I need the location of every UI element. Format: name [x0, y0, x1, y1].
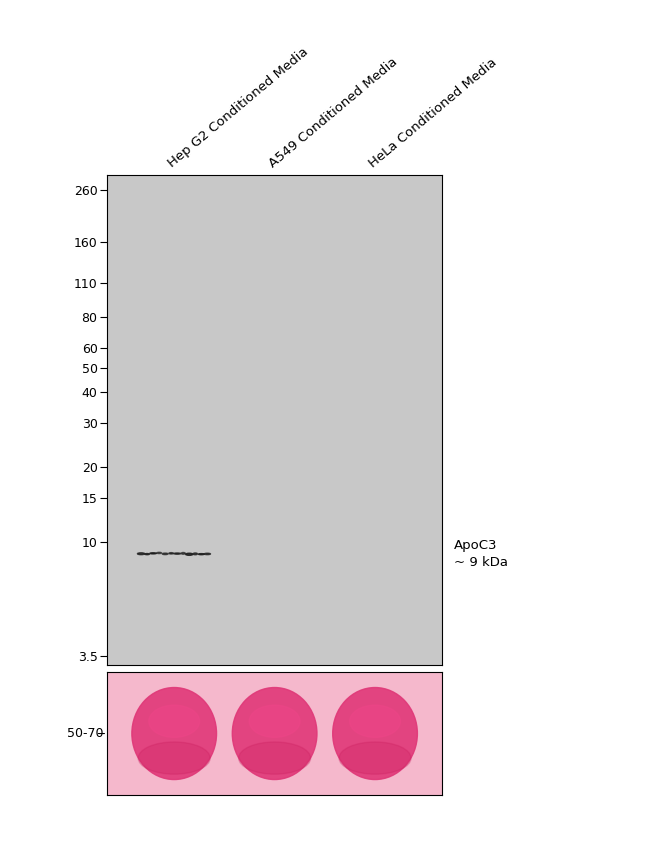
Ellipse shape	[162, 553, 168, 555]
Text: 50-70: 50-70	[68, 727, 104, 740]
Ellipse shape	[249, 705, 300, 737]
Ellipse shape	[145, 554, 150, 555]
Ellipse shape	[333, 688, 417, 779]
Ellipse shape	[137, 553, 145, 555]
Ellipse shape	[169, 553, 174, 554]
Ellipse shape	[186, 553, 193, 556]
Ellipse shape	[174, 553, 181, 554]
Text: ApoC3
~ 9 kDa: ApoC3 ~ 9 kDa	[454, 538, 508, 569]
Ellipse shape	[193, 553, 198, 555]
Ellipse shape	[239, 742, 311, 774]
Text: HeLa Conditioned Media: HeLa Conditioned Media	[367, 56, 500, 170]
Ellipse shape	[138, 742, 210, 774]
Ellipse shape	[198, 554, 204, 555]
Ellipse shape	[157, 552, 161, 554]
Ellipse shape	[181, 552, 185, 554]
Ellipse shape	[339, 742, 411, 774]
Ellipse shape	[350, 705, 400, 737]
Ellipse shape	[132, 688, 216, 779]
Ellipse shape	[204, 553, 211, 555]
Text: Hep G2 Conditioned Media: Hep G2 Conditioned Media	[166, 46, 311, 170]
Ellipse shape	[232, 688, 317, 779]
Text: A549 Conditioned Media: A549 Conditioned Media	[266, 55, 400, 170]
Ellipse shape	[149, 705, 200, 737]
Ellipse shape	[150, 553, 156, 554]
